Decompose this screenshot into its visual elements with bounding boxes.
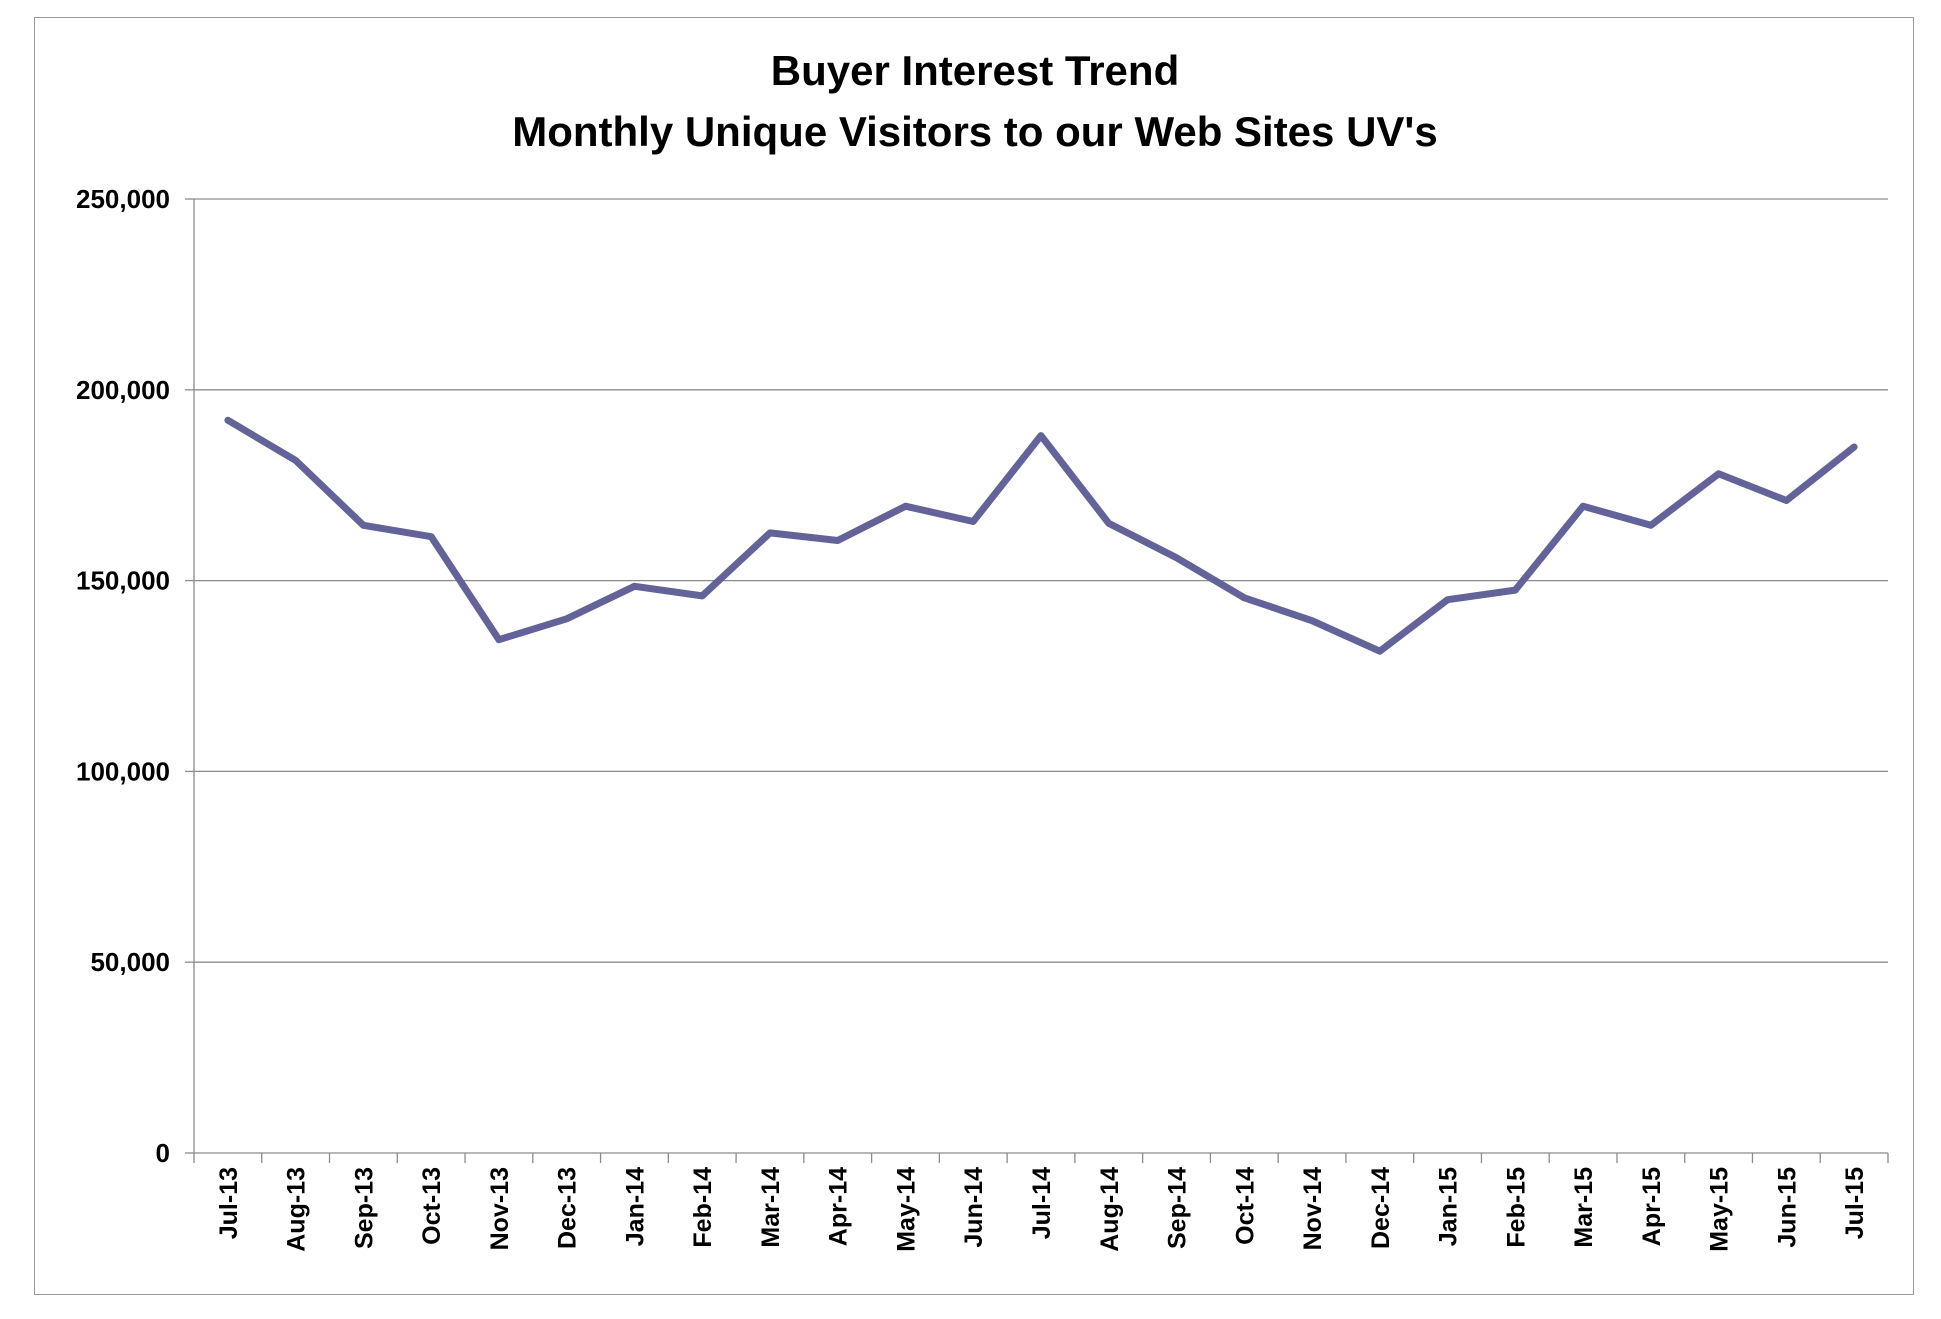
x-tick-label: Jan-14 — [621, 1167, 649, 1246]
y-tick-label: 0 — [156, 1138, 170, 1168]
chart-subtitle: Monthly Unique Visitors to our Web Sites… — [512, 108, 1438, 155]
series-line-unique-visitors — [224, 416, 1858, 655]
data-point — [495, 636, 502, 643]
data-point — [631, 583, 638, 590]
data-point — [1241, 594, 1248, 601]
x-tick-label: May-14 — [892, 1167, 920, 1252]
x-tick-label: Sep-13 — [350, 1167, 378, 1249]
y-tick-label: 150,000 — [76, 566, 170, 596]
data-point — [1376, 648, 1383, 655]
y-tick-label: 50,000 — [90, 947, 170, 977]
data-point — [902, 503, 909, 510]
x-tick-label: Apr-15 — [1638, 1167, 1666, 1246]
x-tick-label: Jun-15 — [1773, 1167, 1801, 1248]
axes — [185, 198, 1889, 1163]
data-point — [1038, 432, 1044, 439]
data-point — [1647, 522, 1654, 529]
x-tick-label: Dec-14 — [1367, 1167, 1395, 1249]
data-point — [699, 592, 706, 599]
x-tick-label: Aug-13 — [283, 1167, 311, 1252]
data-point — [1580, 503, 1587, 510]
x-tick-label: Jul-13 — [215, 1167, 243, 1239]
gridlines — [194, 198, 1888, 963]
chart-title: Buyer Interest Trend — [771, 47, 1179, 94]
x-tick-label: Mar-14 — [757, 1167, 785, 1248]
x-tick-label: Jan-15 — [1435, 1167, 1463, 1246]
y-tick-label: 200,000 — [76, 375, 170, 405]
x-tick-label: Nov-14 — [1299, 1167, 1327, 1250]
x-tick-label: Feb-15 — [1502, 1167, 1530, 1248]
x-tick-label: Sep-14 — [1164, 1167, 1192, 1249]
data-point — [766, 529, 773, 536]
data-point — [428, 533, 435, 540]
x-tick-label: May-15 — [1706, 1167, 1734, 1252]
series-layer — [224, 416, 1858, 655]
x-tick-label: Jul-15 — [1841, 1167, 1869, 1239]
x-tick-label: Dec-13 — [554, 1167, 582, 1249]
x-axis-tick-labels: Jul-13 Aug-13 Sep-13 Oct-13 Nov-13 Dec-13 Jan-… — [215, 1167, 1869, 1252]
data-point — [360, 522, 367, 529]
data-point — [1512, 587, 1519, 594]
y-tick-label: 250,000 — [76, 184, 170, 214]
x-tick-label: Nov-13 — [486, 1167, 514, 1250]
x-tick-label: Jun-14 — [960, 1167, 988, 1248]
data-point — [1851, 444, 1858, 451]
y-tick-label: 100,000 — [76, 756, 170, 786]
data-point — [1309, 617, 1316, 624]
data-point — [834, 537, 841, 544]
x-tick-label: Apr-14 — [825, 1167, 853, 1246]
x-tick-label: Oct-13 — [418, 1167, 446, 1245]
x-tick-label: Mar-15 — [1570, 1167, 1598, 1248]
x-tick-label: Aug-14 — [1096, 1167, 1124, 1252]
data-point — [292, 457, 299, 464]
y-axis-tick-labels: 0 50,000 100,000 150,000 200,000 250,000 — [76, 184, 170, 1168]
data-point — [224, 417, 231, 424]
data-point — [1715, 470, 1722, 477]
data-point — [970, 518, 977, 525]
x-tick-label: Feb-14 — [689, 1167, 717, 1248]
data-point — [563, 615, 570, 622]
data-point — [1173, 554, 1180, 561]
data-point — [1783, 497, 1790, 504]
data-point — [1105, 520, 1112, 527]
chart-frame — [34, 17, 1914, 1295]
x-tick-label: Oct-14 — [1231, 1167, 1259, 1245]
data-point — [1444, 596, 1451, 603]
x-tick-label: Jul-14 — [1028, 1167, 1056, 1239]
